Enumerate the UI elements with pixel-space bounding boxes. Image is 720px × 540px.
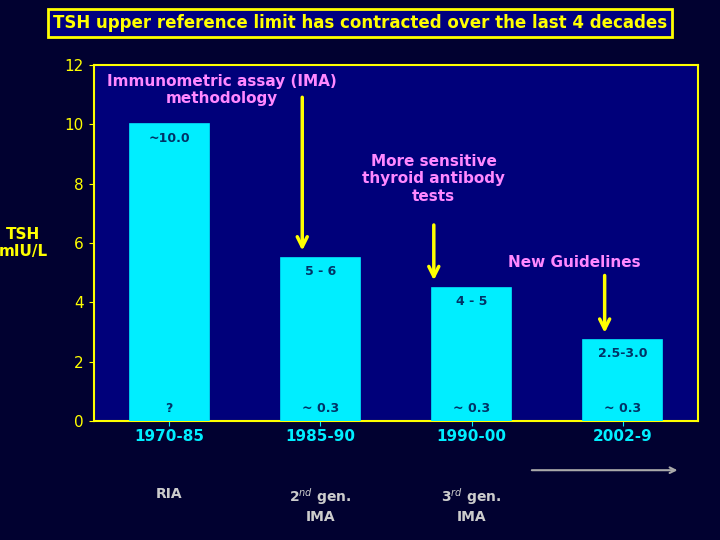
Text: ~ 0.3: ~ 0.3 [453,402,490,415]
Text: TSH upper reference limit has contracted over the last 4 decades: TSH upper reference limit has contracted… [53,14,667,31]
Text: ~ 0.3: ~ 0.3 [604,402,642,415]
Text: New Guidelines: New Guidelines [508,255,641,270]
Y-axis label: TSH
mIU/L: TSH mIU/L [0,227,48,259]
Text: ?: ? [166,402,173,415]
Text: 2$^{nd}$ gen.
IMA: 2$^{nd}$ gen. IMA [289,487,351,524]
Text: 2.5-3.0: 2.5-3.0 [598,347,647,360]
Bar [130,124,209,421]
Text: 5 - 6: 5 - 6 [305,265,336,278]
Bar [583,340,662,421]
Text: RIA: RIA [156,487,182,501]
Text: ~10.0: ~10.0 [148,132,190,145]
Text: ~ 0.3: ~ 0.3 [302,402,339,415]
Bar [432,287,511,421]
Text: 4 - 5: 4 - 5 [456,295,487,308]
Text: More sensitive
thyroid antibody
tests: More sensitive thyroid antibody tests [362,154,505,204]
Bar [281,258,360,421]
Text: Immunometric assay (IMA)
methodology: Immunometric assay (IMA) methodology [107,74,337,106]
Text: 3$^{rd}$ gen.
IMA: 3$^{rd}$ gen. IMA [441,487,502,524]
